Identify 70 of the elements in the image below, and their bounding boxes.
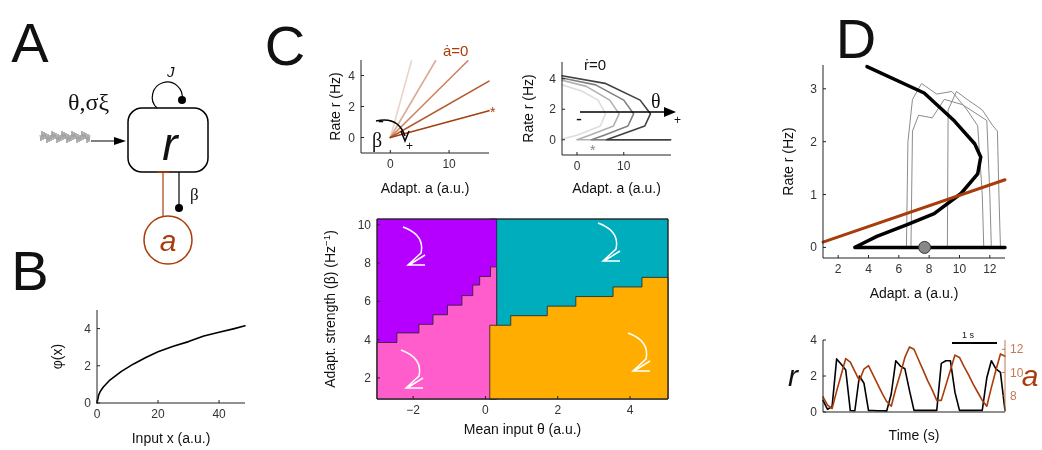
annotation: -	[576, 109, 582, 129]
text: θ,σξ	[68, 89, 110, 115]
x-tick-label: 0	[482, 403, 490, 417]
x-axis-title: Mean input θ (a.u.)	[463, 421, 582, 437]
x-tick-label: 8	[925, 262, 933, 276]
annotation: β	[372, 129, 383, 152]
y-tick-label: 0	[810, 240, 818, 255]
x-axis-title: Adapt. a (a.u.)	[572, 180, 661, 196]
y-tick-label: 10	[357, 217, 372, 232]
y-tick-label: 2	[549, 102, 557, 117]
x-tick-label: 12	[983, 262, 997, 276]
x-tick-label: 2	[834, 262, 842, 276]
y-tick-label: 4	[84, 321, 92, 336]
x-tick-label: 0	[387, 157, 395, 171]
line-series	[561, 84, 607, 140]
y-tick-label: 4	[810, 333, 818, 347]
y2-tick-label: 8	[1010, 388, 1017, 403]
text: +	[674, 113, 682, 127]
y-tick-label: 4	[364, 332, 372, 347]
y-tick-label: 2	[348, 99, 356, 114]
y-tick-label: 6	[364, 294, 372, 309]
y-tick-label: 4	[348, 68, 356, 83]
y-tick-label: 0	[549, 132, 557, 147]
x-tick-label: 4	[865, 262, 873, 276]
y-tick-label: 2	[84, 358, 92, 373]
annotation: D	[835, 7, 877, 70]
line-series	[853, 64, 1007, 250]
text: C	[264, 14, 306, 77]
text: B	[11, 239, 49, 302]
y-axis-title: Rate r (Hz)	[520, 74, 536, 143]
y2-tick-label: 12	[1010, 342, 1024, 357]
y-axis-title: Rate r (Hz)	[327, 72, 343, 141]
y-axis-title: r	[788, 359, 799, 392]
x-axis-title: Input x (a.u.)	[131, 430, 211, 446]
x-tick-label: 10	[442, 157, 457, 171]
x-tick-label: 10	[952, 262, 967, 276]
x-tick-label: 6	[895, 262, 903, 276]
x-tick-label: 20	[151, 407, 166, 421]
y-tick-label: 2	[810, 134, 818, 149]
annotation: θ	[651, 90, 661, 112]
x-axis-title: Adapt. a (a.u.)	[869, 285, 959, 301]
annotation: +	[406, 139, 414, 153]
y-tick-label: 4	[549, 71, 557, 86]
x-tick-label: 0	[93, 407, 101, 421]
text: β	[190, 185, 199, 204]
y-tick-label: 0	[348, 130, 356, 145]
y-tick-label: 2	[364, 370, 372, 385]
x-tick-label: 10	[617, 159, 631, 173]
text: *	[490, 104, 496, 120]
text: r	[162, 118, 180, 170]
x-tick-label: −2	[406, 403, 421, 417]
y-axis-title: φ(x)	[49, 343, 65, 370]
x-axis-title: Adapt. a (a.u.)	[380, 180, 470, 196]
x-tick-label: 0	[573, 159, 581, 173]
x-tick-label: 40	[212, 407, 227, 421]
y-tick-label: 1	[810, 187, 818, 202]
x-axis-title: Time (s)	[888, 427, 940, 443]
annotation: *	[590, 142, 596, 158]
text: J	[166, 63, 175, 80]
x-tick-label: 4	[626, 403, 634, 417]
y-tick-label: 2	[810, 369, 818, 383]
y2-tick-label: 10	[1010, 365, 1024, 380]
text: a	[159, 224, 177, 257]
y-tick-label: 3	[810, 81, 818, 96]
annotation: -	[378, 111, 384, 131]
annotation: ṙ=0	[584, 56, 607, 73]
text: A	[11, 11, 50, 74]
text: ȧ=0	[443, 42, 469, 59]
annotation: 1 s	[961, 330, 975, 340]
y-axis-title: Rate r (Hz)	[780, 127, 796, 196]
